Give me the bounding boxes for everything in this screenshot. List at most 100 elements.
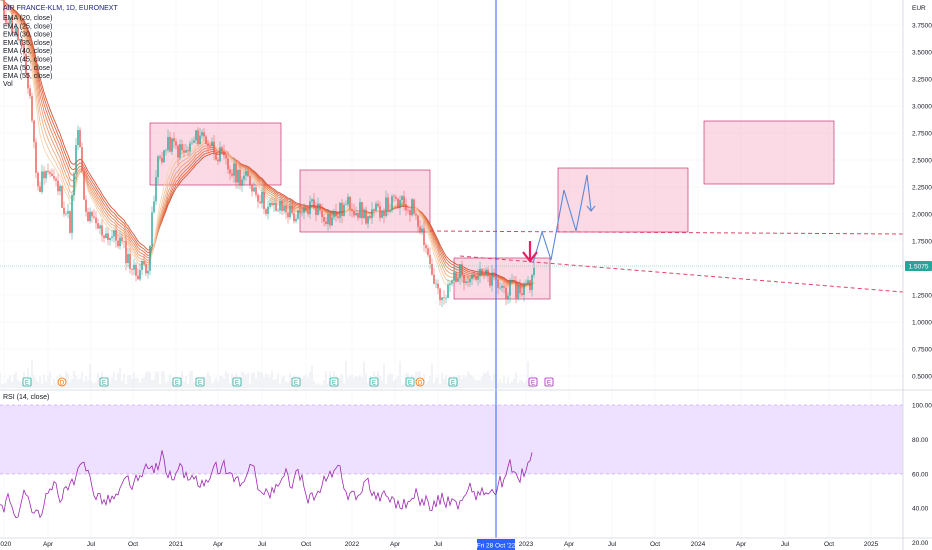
candle-body — [259, 201, 261, 204]
volume-bar — [145, 372, 147, 388]
candle-body — [41, 171, 43, 193]
candle-body — [59, 185, 61, 192]
price-tick-label: 3.7500 — [912, 23, 932, 30]
candle-body — [397, 198, 399, 208]
earnings-marker[interactable]: E — [195, 377, 205, 387]
volume-bar — [357, 376, 359, 388]
volume-bar — [255, 378, 257, 388]
volume-bar — [65, 371, 67, 388]
volume-bar — [141, 378, 143, 388]
candle-body — [51, 173, 53, 177]
time-tick-label: Jul — [87, 541, 96, 548]
candle-body — [521, 293, 523, 295]
volume-bar — [73, 371, 75, 388]
volume-bar — [385, 384, 387, 388]
price-tick-label: 2.5000 — [912, 158, 932, 165]
time-tick-label: Apr — [390, 541, 401, 548]
volume-bar — [257, 371, 259, 388]
candle-body — [209, 145, 211, 147]
earnings-marker[interactable]: E — [291, 377, 301, 387]
volume-bar — [273, 379, 275, 388]
volume-bar — [481, 376, 483, 388]
volume-bar — [147, 371, 149, 388]
volume-bar — [307, 377, 309, 388]
earnings-marker[interactable]: E — [405, 377, 415, 387]
candle-body — [37, 172, 39, 187]
volume-bar — [427, 381, 429, 388]
earnings-marker[interactable]: E — [99, 377, 109, 387]
ema-line — [0, 0, 535, 289]
dividend-marker[interactable]: D — [415, 377, 425, 387]
candle-body — [433, 274, 435, 284]
earnings-marker[interactable]: E — [369, 377, 379, 387]
volume-bar — [397, 376, 399, 388]
candle-body — [95, 217, 97, 224]
volume-bar — [517, 383, 519, 388]
candle-body — [265, 209, 267, 214]
earnings-marker[interactable]: E — [172, 377, 182, 387]
candle-body — [251, 184, 253, 192]
earnings-marker[interactable]: E — [528, 377, 538, 387]
earnings-marker[interactable]: E — [448, 377, 458, 387]
candle-body — [517, 285, 519, 299]
volume-bar — [251, 372, 253, 388]
candle-body — [261, 191, 263, 204]
candle-body — [531, 275, 533, 290]
dividend-marker[interactable]: D — [57, 377, 67, 387]
candle-body — [447, 284, 449, 298]
earnings-marker[interactable]: E — [544, 377, 554, 387]
event-marker-label: E — [531, 381, 535, 387]
earnings-marker[interactable]: E — [22, 377, 32, 387]
earnings-marker[interactable]: E — [232, 377, 242, 387]
volume-bar — [425, 384, 427, 388]
candle-body — [443, 297, 445, 298]
volume-bar — [361, 376, 363, 388]
candle-body — [459, 264, 461, 279]
rsi-band — [0, 405, 903, 474]
event-marker-label: D — [418, 381, 423, 387]
volume-bar — [395, 379, 397, 388]
candle-body — [349, 196, 351, 210]
candle-body — [71, 195, 73, 233]
time-tick-label: 2025 — [864, 541, 879, 548]
volume-bar — [503, 376, 505, 388]
rsi-tick-label: 60.00 — [912, 471, 929, 478]
earnings-marker[interactable]: E — [329, 377, 339, 387]
volume-bar — [319, 384, 321, 388]
volume-bar — [439, 384, 441, 388]
candle-body — [533, 267, 535, 276]
volume-bar — [67, 373, 69, 388]
candle-body — [31, 96, 33, 121]
candle-body — [69, 211, 71, 233]
candle-body — [97, 223, 99, 229]
candle-body — [285, 205, 287, 213]
candle-body — [231, 173, 233, 176]
time-tick-label: Jul — [608, 541, 617, 548]
candle-body — [49, 171, 51, 174]
candle-body — [187, 150, 189, 152]
event-marker-label: E — [294, 381, 298, 387]
volume-bar — [303, 375, 305, 388]
candle-body — [313, 199, 315, 209]
candle-body — [197, 130, 199, 145]
candle-body — [469, 279, 471, 283]
candle-body — [383, 210, 385, 216]
volume-bar — [119, 367, 121, 388]
volume-bar — [259, 372, 261, 388]
price-tick-label: 3.2500 — [912, 77, 932, 84]
volume-bar — [95, 381, 97, 388]
volume-bar — [507, 377, 509, 388]
volume-bar — [463, 375, 465, 388]
rsi-axis: 100.00 80.00 60.00 40.00 20.00 — [912, 403, 932, 548]
volume-bar — [113, 371, 115, 388]
event-marker-label: E — [451, 381, 455, 387]
volume-bar — [505, 383, 507, 388]
candle-body — [391, 196, 393, 210]
candle-body — [361, 202, 363, 219]
candle-body — [465, 281, 467, 283]
volume-bar — [55, 383, 57, 388]
volume-bar — [189, 371, 191, 388]
candle-body — [77, 130, 79, 146]
volume-bar — [167, 380, 169, 388]
candle-body — [117, 240, 119, 247]
